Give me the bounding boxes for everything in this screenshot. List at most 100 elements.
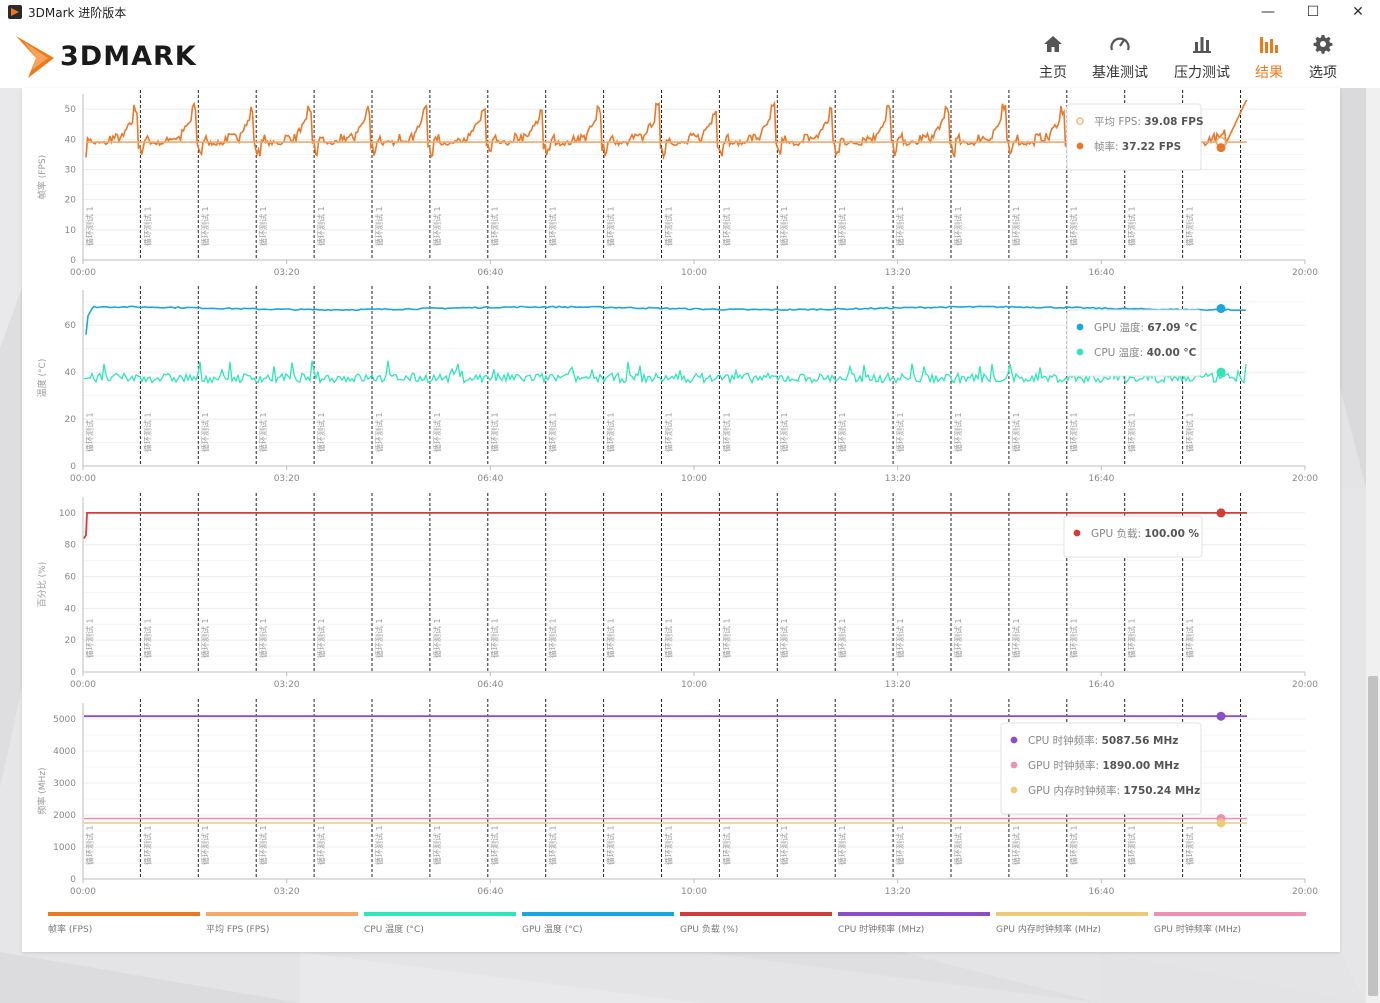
loop-marker-label: 循环测试 1	[1011, 412, 1021, 452]
x-tick-label: 13:20	[885, 268, 911, 278]
x-tick-label: 10:00	[681, 474, 707, 484]
tooltip-swatch	[1010, 736, 1018, 744]
loop-marker-label: 循环测试 1	[490, 412, 500, 452]
y-tick-label: 40	[65, 135, 77, 145]
gpu-load-series-line	[83, 512, 1247, 539]
scrollbar-thumb[interactable]	[1368, 676, 1378, 996]
legend-item[interactable]: GPU 时钟频率 (MHz)	[1154, 912, 1306, 936]
loop-marker-label: 循环测试 1	[721, 412, 731, 452]
tooltip-swatch	[1076, 142, 1084, 150]
x-tick-label: 20:00	[1292, 268, 1318, 278]
loop-marker-label: 循环测试 1	[606, 206, 616, 246]
legend-item[interactable]: CPU 温度 (°C)	[364, 912, 516, 936]
loop-marker-label: 循环测试 1	[1185, 206, 1195, 246]
legend-color-bar	[48, 912, 200, 916]
loop-marker-label: 循环测试 1	[953, 206, 963, 246]
loop-marker-label: 循环测试 1	[953, 618, 963, 658]
loop-marker-label: 循环测试 1	[258, 618, 268, 658]
legend-item[interactable]: 平均 FPS (FPS)	[206, 912, 358, 936]
tooltip-value: 67.09 °C	[1147, 322, 1197, 334]
x-tick-label: 03:20	[274, 474, 300, 484]
logo-swoosh-icon	[16, 36, 54, 78]
tooltip: CPU 时钟频率: 5087.56 MHz GPU 时钟频率: 1890.00 M…	[1000, 722, 1202, 815]
loop-marker-label: 循环测试 1	[663, 825, 673, 865]
loop-marker-label: 循环测试 1	[837, 618, 847, 658]
x-tick-label: 13:20	[885, 474, 911, 484]
legend-color-bar	[996, 912, 1148, 916]
legend-label: GPU 负载 (%)	[680, 925, 739, 935]
loop-marker-label: 循环测试 1	[258, 206, 268, 246]
y-tick-label: 20	[65, 636, 77, 646]
y-tick-label: 3000	[53, 779, 76, 789]
loop-marker-label: 循环测试 1	[1185, 412, 1195, 452]
loop-marker-label: 循环测试 1	[1127, 618, 1137, 658]
x-tick-label: 16:40	[1088, 268, 1114, 278]
stress-bars-icon	[1191, 32, 1213, 56]
legend-color-bar	[1154, 912, 1306, 916]
x-tick-label: 00:00	[70, 268, 96, 278]
loop-marker-label: 循环测试 1	[663, 412, 673, 452]
loop-marker-label: 循环测试 1	[316, 825, 326, 865]
loop-marker-label: 循环测试 1	[258, 412, 268, 452]
chart-panel-3: 循环测试 1 循环测试 1 循环测试 1 循环测试 1 循环测试 1 循环测试 1 循环测试…	[82, 493, 1306, 676]
x-tick-label: 10:00	[681, 268, 707, 278]
x-tick-label: 10:00	[681, 887, 707, 897]
loop-marker-label: 循环测试 1	[1127, 825, 1137, 865]
loop-marker-label: 循环测试 1	[142, 825, 152, 865]
loop-marker-label: 循环测试 1	[200, 825, 210, 865]
tooltip-value: 5087.56 MHz	[1102, 735, 1179, 747]
nav-stress-tests[interactable]: 压力测试	[1172, 32, 1232, 84]
gpu-load-marker	[1216, 508, 1226, 518]
tooltip-swatch	[1076, 117, 1084, 125]
loop-marker-label: 循环测试 1	[895, 412, 905, 452]
loop-marker-label: 循环测试 1	[721, 825, 731, 865]
tooltip-swatch	[1010, 761, 1018, 769]
3dmark-logo[interactable]: 3DMARK	[14, 32, 219, 80]
gpu-temp-marker	[1216, 304, 1226, 314]
loop-marker-label: 循环测试 1	[200, 206, 210, 246]
nav-options[interactable]: 选项	[1306, 32, 1340, 84]
loop-marker-label: 循环测试 1	[895, 618, 905, 658]
loop-marker-label: 循环测试 1	[837, 206, 847, 246]
legend-item[interactable]: GPU 内存时钟频率 (MHz)	[996, 912, 1148, 936]
close-button[interactable]: ✕	[1352, 4, 1364, 20]
legend-item[interactable]: 帧率 (FPS)	[48, 912, 200, 936]
nav-benchmarks[interactable]: 基准测试	[1090, 32, 1150, 84]
nav-results[interactable]: 结果	[1252, 32, 1286, 84]
gauge-icon	[1109, 32, 1131, 56]
logo-wordmark: 3DMARK	[60, 41, 197, 72]
x-tick-label: 20:00	[1292, 887, 1318, 897]
loop-marker-label: 循环测试 1	[1127, 412, 1137, 452]
legend-item[interactable]: GPU 温度 (°C)	[522, 912, 674, 936]
loop-marker-label: 循环测试 1	[1069, 825, 1079, 865]
fps-marker	[1216, 143, 1226, 153]
window-titlebar: 3DMark 进阶版本 — ☐ ✕	[0, 0, 1380, 24]
legend-item[interactable]: GPU 负载 (%)	[680, 912, 832, 936]
legend-label: GPU 内存时钟频率 (MHz)	[996, 925, 1101, 935]
tooltip-swatch	[1073, 529, 1081, 537]
minimize-button[interactable]: —	[1261, 4, 1275, 20]
legend-item[interactable]: CPU 时钟频率 (MHz)	[838, 912, 990, 936]
loop-marker-label: 循环测试 1	[895, 206, 905, 246]
tooltip-swatch	[1010, 786, 1018, 794]
tooltip-label: 平均 FPS: 39.08 FPS	[1094, 116, 1204, 128]
tooltip-box	[1066, 309, 1202, 377]
loop-marker-label: 循环测试 1	[837, 412, 847, 452]
nav-home[interactable]: 主页	[1036, 32, 1070, 84]
loop-marker-label: 循环测试 1	[663, 618, 673, 658]
tooltip-label: GPU 内存时钟频率: 1750.24 MHz	[1028, 784, 1200, 797]
tooltip: 平均 FPS: 39.08 FPS 帧率: 37.22 FPS	[1066, 103, 1204, 171]
tooltip-swatch	[1076, 323, 1084, 331]
loop-marker-label: 循环测试 1	[316, 206, 326, 246]
maximize-button[interactable]: ☐	[1306, 4, 1320, 20]
results-bars-icon	[1258, 32, 1280, 56]
loop-marker-label: 循环测试 1	[374, 825, 384, 865]
loop-marker-label: 循环测试 1	[84, 618, 94, 658]
loop-marker-label: 循环测试 1	[953, 412, 963, 452]
loop-marker-label: 循环测试 1	[200, 412, 210, 452]
tooltip-value: 37.22 FPS	[1122, 141, 1181, 153]
cpu-clock-marker	[1216, 711, 1226, 721]
tooltip-box	[1063, 515, 1203, 558]
loop-marker-label: 循环测试 1	[432, 412, 442, 452]
loop-marker-label: 循环测试 1	[258, 825, 268, 865]
